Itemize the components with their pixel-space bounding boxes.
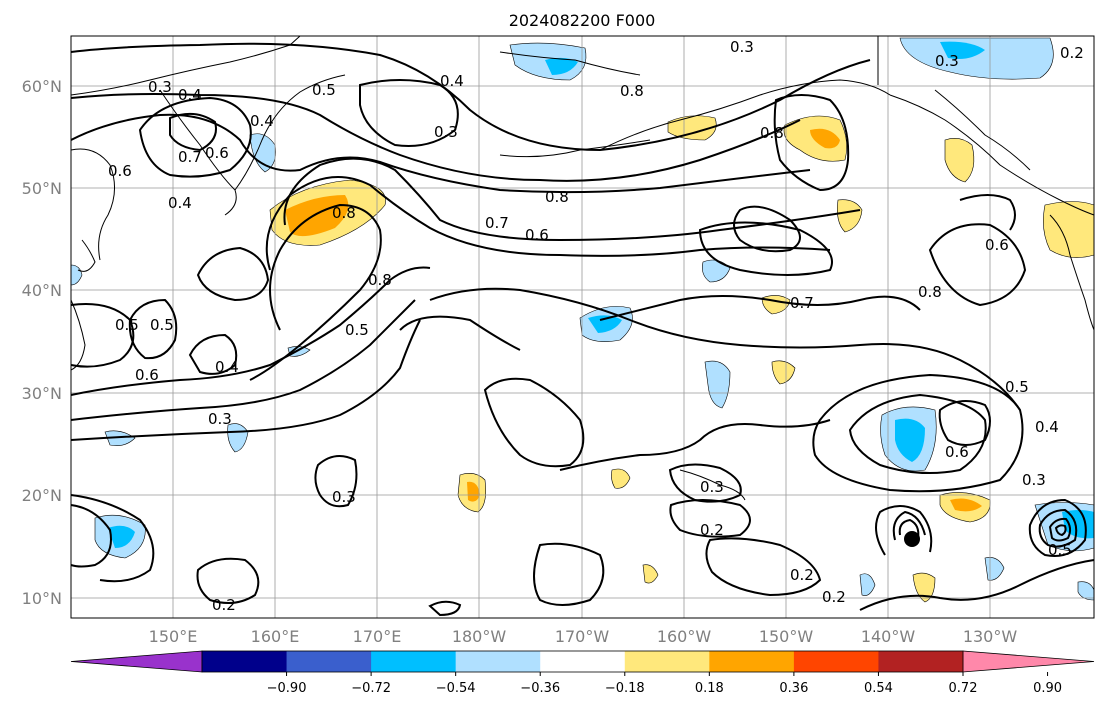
lon-label: 150°E [149, 627, 198, 646]
colorbar-segment [202, 651, 288, 672]
colorbar-tick-label: 0.90 [1033, 681, 1062, 696]
lon-label: 180°W [452, 627, 507, 646]
contour-label: 0.7 [790, 294, 814, 312]
colorbar-segment [455, 651, 541, 672]
contour-label: 0.2 [212, 596, 236, 614]
colorbar-tick-label: 0.18 [695, 681, 724, 696]
map-panel: 0.3 0.4 0.5 0.4 0.3 0.4 0.7 0.6 0.6 0.4 … [70, 35, 1095, 619]
contour-label: 0.3 [935, 52, 959, 70]
lon-label: 130°W [963, 627, 1018, 646]
colorbar-tick-label: −0.54 [436, 681, 476, 696]
contour-label: 0.8 [760, 124, 784, 142]
contour-label: 0.3 [208, 410, 232, 428]
colorbar-border [201, 650, 964, 673]
contour-label: 0.4 [215, 358, 239, 376]
contour-label: 0.2 [700, 521, 724, 539]
contour-label: 0.4 [1035, 418, 1059, 436]
lat-label: 40°N [22, 281, 62, 300]
contour-label: 0.6 [525, 226, 549, 244]
lat-label: 10°N [22, 589, 62, 608]
colorbar-tick-label: −0.18 [605, 681, 645, 696]
contour-label: 0.8 [368, 271, 392, 289]
colorbar-segment [709, 651, 795, 672]
contour-label: 0.6 [985, 236, 1009, 254]
colorbar-tick-label: 0.54 [864, 681, 893, 696]
contour-label: 0.3 [700, 478, 724, 496]
contour-label: 0.3 [1022, 471, 1046, 489]
cyclone-marker-icon [904, 531, 920, 547]
colorbar-tick-label: −0.90 [267, 681, 307, 696]
contour-label: 0.6 [135, 366, 159, 384]
contour-label: 0.2 [790, 566, 814, 584]
contour-label: 0.6 [108, 162, 132, 180]
contour-label: 0.5 [1005, 378, 1029, 396]
contour-label: 0.3 [730, 38, 754, 56]
lon-label: 160°W [657, 627, 712, 646]
colorbar-extend-left [70, 650, 203, 673]
colorbar-tick-label: −0.72 [351, 681, 391, 696]
colorbar-segment [624, 651, 710, 672]
lat-label: 30°N [22, 384, 62, 403]
contour-label: 0.8 [332, 204, 356, 222]
lat-label: 20°N [22, 486, 62, 505]
lon-label: 170°E [353, 627, 402, 646]
figure-title: 2024082200 F000 [509, 11, 656, 30]
colorbar-segment [878, 651, 964, 672]
colorbar: −0.90 −0.72 −0.54 −0.36 −0.18 0.18 0.36 0.54 0.7… [70, 650, 1095, 696]
lon-label: 150°W [759, 627, 814, 646]
contour-label: 0.8 [620, 82, 644, 100]
longitude-labels: 150°E 160°E 170°E 180°W 170°W 160°W 150°… [149, 627, 1018, 646]
contour-label: 0.5 [1048, 541, 1072, 559]
contour-label: 0.7 [485, 214, 509, 232]
contour-label: 0.4 [178, 86, 202, 104]
contours [70, 42, 1095, 617]
contour-label: 0.4 [250, 112, 274, 130]
colorbar-tick-label: 0.36 [779, 681, 808, 696]
contour-label: 0.6 [205, 144, 229, 162]
contour-label: 0.3 [148, 78, 172, 96]
contour-label: 0.4 [168, 194, 192, 212]
contour-label: 0.5 [115, 316, 139, 334]
map-frame [70, 35, 1095, 619]
colorbar-segment [793, 651, 879, 672]
contour-label: 0.7 [178, 148, 202, 166]
contour-label: 0.8 [918, 283, 942, 301]
contour-label: 0.4 [440, 72, 464, 90]
contour-labels: 0.3 0.4 0.5 0.4 0.3 0.4 0.7 0.6 0.6 0.4 … [108, 38, 1084, 614]
colorbar-tick-label: 0.72 [949, 681, 978, 696]
latitude-labels: 60°N 50°N 40°N 30°N 20°N 10°N [22, 77, 62, 608]
contour-label: 0.5 [312, 81, 336, 99]
contour-label: 0.5 [150, 316, 174, 334]
contour-label: 0.3 [434, 123, 458, 141]
lon-label: 140°W [861, 627, 916, 646]
colorbar-tick-label: −0.36 [520, 681, 560, 696]
contour-label: 0.6 [945, 443, 969, 461]
lon-label: 160°E [251, 627, 300, 646]
lat-label: 50°N [22, 179, 62, 198]
colorbar-segment [371, 651, 457, 672]
colorbar-segment [540, 651, 626, 672]
lat-label: 60°N [22, 77, 62, 96]
colorbar-segment [286, 651, 372, 672]
contour-label: 0.5 [345, 321, 369, 339]
colorbar-extend-right [962, 650, 1095, 673]
contour-label: 0.2 [1060, 44, 1084, 62]
lon-label: 170°W [555, 627, 610, 646]
contour-label: 0.8 [545, 188, 569, 206]
contour-label: 0.3 [332, 488, 356, 506]
contour-label: 0.2 [822, 588, 846, 606]
gridlines [71, 36, 1094, 618]
